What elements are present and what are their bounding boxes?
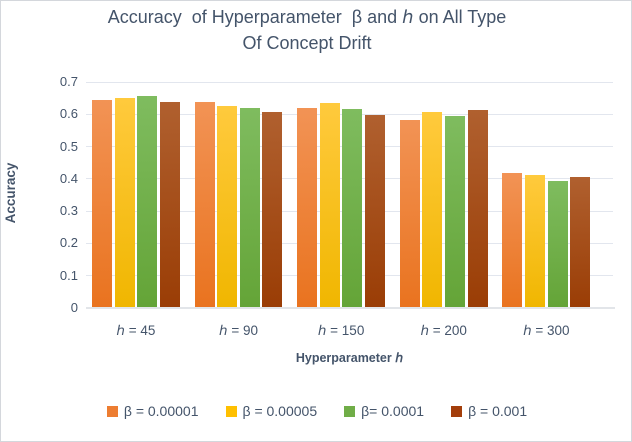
y-tick-label: 0.1 [59,267,78,283]
legend-label: β = 0.00005 [242,403,318,419]
legend-item: β= 0.0001 [344,402,424,420]
x-tick-label: ℎ = 45 [116,323,156,338]
x-tick-label: ℎ = 150 [317,323,365,338]
bar [525,175,545,308]
bar [547,181,568,308]
bar [399,119,420,308]
x-tick-label: ℎ = 200 [420,323,467,338]
bar [502,173,523,308]
bar [422,112,443,308]
bar [342,109,363,308]
y-tick-label: 0.7 [59,74,78,89]
plot-area [86,81,613,308]
legend-swatch [344,405,356,417]
bar [319,102,340,308]
legend-item: β = 0.001 [451,402,527,420]
y-tick-label: 0.3 [59,203,78,219]
y-tick-label: 0.5 [59,138,78,154]
x-tick-label: ℎ = 90 [219,323,258,338]
legend-label: β = 0.00001 [123,403,199,419]
legend-item: β = 0.00005 [225,402,318,420]
chart-title: Accuracy of Hyperparameter β and ℎ on Al… [1,4,613,56]
chart-title-line1: Accuracy of Hyperparameter β and ℎ on Al… [107,7,507,27]
bar [239,107,260,308]
bar [92,100,112,308]
bar [365,114,385,308]
chart-legend: β = 0.00001 β = 0.00005 β= 0.0001 β = 0.001 [1,400,631,422]
legend-label: β= 0.0001 [361,403,425,419]
bar [570,176,591,308]
y-axis-title: Accuracy [3,162,18,224]
legend-swatch [451,405,463,417]
chart-title-line2: Of Concept Drift [242,33,372,53]
y-tick-label: 0.6 [59,106,78,122]
legend-swatch [225,405,237,417]
bar [217,105,238,308]
bar [445,115,465,308]
y-tick-label: 0.2 [59,235,78,251]
bar [194,102,215,308]
bar [467,110,488,308]
x-axis-title: Hyperparameter ℎ [295,351,404,365]
x-tick-label: ℎ = 300 [523,323,570,338]
legend-item: β = 0.00001 [106,402,199,420]
gridline [86,81,613,83]
y-tick-label: 0.4 [59,170,78,186]
y-tick-label: 0 [70,300,78,315]
bar [159,101,180,308]
legend-label: β = 0.001 [468,403,528,419]
bar [114,97,135,308]
bar [137,96,158,308]
bar [262,111,283,308]
x-axis-line [86,307,615,309]
bar [297,107,318,308]
legend-swatch [106,405,118,417]
